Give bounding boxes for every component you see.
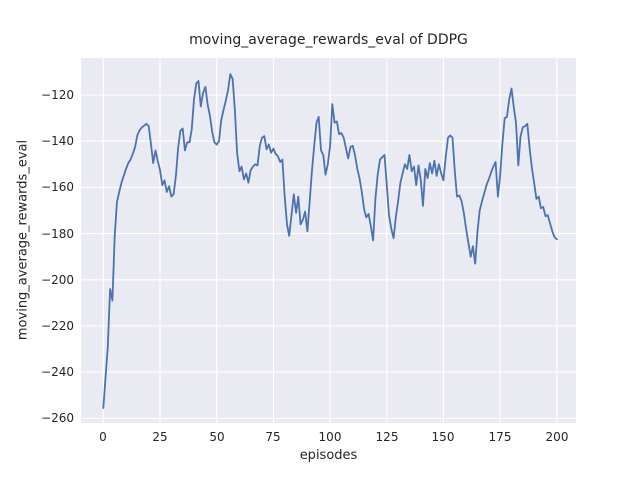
y-tick-label: −260 <box>41 411 74 425</box>
y-axis-label: moving_average_rewards_eval <box>15 139 31 341</box>
x-tick-label: 100 <box>318 430 342 444</box>
y-tick-label: −240 <box>41 365 74 379</box>
x-tick-label: 125 <box>375 430 399 444</box>
chart-title: moving_average_rewards_eval of DDPG <box>189 32 468 48</box>
y-tick-label: −200 <box>41 273 74 287</box>
y-tick-label: −220 <box>41 319 74 333</box>
series-line <box>102 73 558 409</box>
x-tick-label: 75 <box>265 430 281 444</box>
x-tick-label: 175 <box>488 430 512 444</box>
x-tick-label: 0 <box>99 430 107 444</box>
y-tick-label: −140 <box>41 134 74 148</box>
x-axis-label: episodes <box>299 448 358 463</box>
y-tick-label: −160 <box>41 180 74 194</box>
x-tick-label: 150 <box>431 430 455 444</box>
x-tick-label: 25 <box>152 430 168 444</box>
x-tick-label: 50 <box>209 430 225 444</box>
x-tick-label: 200 <box>545 430 569 444</box>
y-tick-label: −180 <box>41 227 74 241</box>
axes-background <box>81 58 576 423</box>
y-tick-label: −120 <box>41 88 74 102</box>
